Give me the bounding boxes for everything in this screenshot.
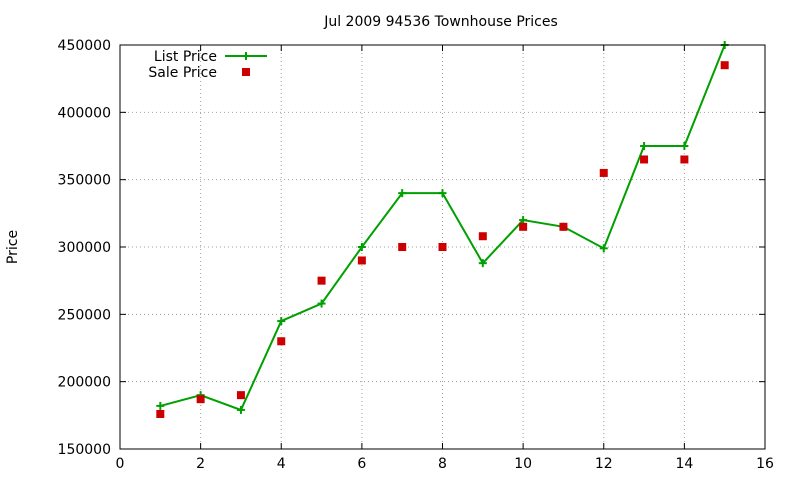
y-tick-label: 150000 <box>58 442 111 458</box>
list-price-point <box>156 401 165 410</box>
sale-price-point <box>156 409 165 418</box>
y-tick-label: 350000 <box>58 173 111 189</box>
tick-labels: 0 2 4 6 8 10 12 14 16 150000 200000 250000 300000 350… <box>58 38 774 472</box>
y-tick-label: 200000 <box>58 375 111 391</box>
sale-price-point <box>680 155 689 164</box>
legend-cross-swatch <box>242 52 250 60</box>
x-tick-label: 6 <box>357 456 366 472</box>
list-price-point <box>438 189 447 198</box>
list-price-point <box>317 299 326 308</box>
sale-price-point <box>438 243 447 251</box>
list-price-point <box>519 216 528 225</box>
sale-price-point <box>398 243 407 251</box>
sale-price-point <box>519 222 528 231</box>
sale-price-point <box>317 276 326 285</box>
y-tick-label: 450000 <box>58 38 111 54</box>
x-tick-label: 8 <box>438 456 447 472</box>
list-price-point <box>398 189 407 198</box>
list-price-point <box>236 405 245 414</box>
sale-price-point <box>196 395 205 404</box>
sale-price-point <box>599 168 608 177</box>
y-axis-label: Price <box>5 230 21 264</box>
grid <box>119 44 766 450</box>
plot-area <box>156 41 729 418</box>
sale-price-point <box>720 61 729 70</box>
list-price-point <box>599 244 608 253</box>
list-price-point <box>478 259 487 268</box>
list-price-point <box>640 142 649 150</box>
legend-label: List Price <box>154 49 217 65</box>
list-price-point <box>680 142 689 150</box>
sale-price-point <box>277 337 286 346</box>
list-price-point <box>357 243 366 251</box>
list-price-point <box>277 317 286 326</box>
x-tick-label: 2 <box>196 456 205 472</box>
plot-frame <box>119 44 766 450</box>
x-tick-label: 0 <box>116 456 125 472</box>
sale-price-point <box>559 222 568 231</box>
sale-price-point <box>236 391 245 400</box>
y-tick-label: 300000 <box>58 240 111 256</box>
series-sale-price <box>156 61 729 418</box>
legend-square-swatch <box>242 68 250 76</box>
sale-price-point <box>640 155 649 164</box>
x-tick-label: 16 <box>756 456 774 472</box>
x-tick-label: 12 <box>595 456 613 472</box>
legend-label: Sale Price <box>148 65 217 81</box>
sale-price-point <box>478 232 487 241</box>
sale-price-point <box>357 256 366 265</box>
chart-title: Jul 2009 94536 Townhouse Prices <box>323 14 558 30</box>
x-tick-label: 14 <box>675 456 693 472</box>
x-tick-label: 4 <box>277 456 286 472</box>
y-tick-label: 250000 <box>58 307 111 323</box>
x-tick-label: 10 <box>514 456 532 472</box>
y-tick-label: 400000 <box>58 105 111 121</box>
series-list-price <box>156 41 729 414</box>
list-price-line <box>160 44 726 412</box>
